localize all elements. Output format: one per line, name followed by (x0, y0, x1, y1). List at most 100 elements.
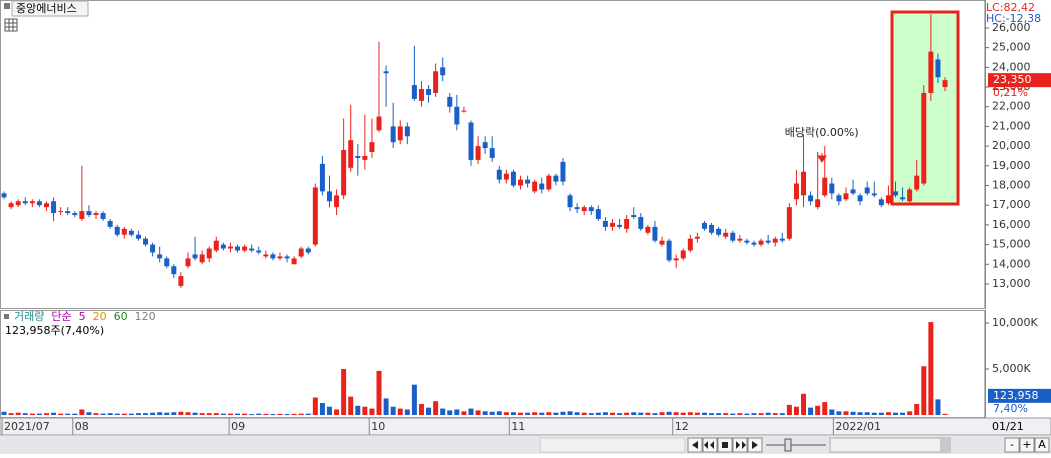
candle-body (652, 226, 658, 241)
candle-body (121, 228, 127, 235)
volume-bar (779, 413, 785, 415)
candle-body (8, 203, 14, 208)
y-tick-label: 19,000 (992, 159, 1031, 172)
candle-body (29, 201, 35, 204)
y-tick-label: 16,000 (992, 218, 1031, 231)
candle-body (291, 258, 297, 265)
candle-body (779, 238, 785, 241)
candle-body (433, 71, 439, 93)
volume-bar (716, 413, 722, 415)
x-tick-label: 2022/01 (835, 420, 881, 433)
candle-body (659, 240, 665, 245)
candle-body (277, 256, 283, 259)
volume-bar (624, 412, 630, 415)
candle-body (220, 244, 226, 249)
volume-bar (631, 412, 637, 415)
scrollbar[interactable] (829, 437, 951, 453)
y-tick-label: 26,000 (992, 21, 1031, 34)
volume-bar (213, 413, 219, 415)
candle-body (65, 211, 71, 214)
candle-body (751, 242, 757, 245)
volume-bar (659, 412, 665, 415)
candle-body (532, 181, 538, 192)
last-price-label: 23,350 (993, 73, 1032, 86)
volume-bar (914, 403, 920, 415)
volume-bar (79, 409, 85, 415)
candle-body (355, 155, 361, 158)
scrollbar-thumb[interactable] (940, 438, 950, 452)
candle-body (383, 71, 389, 74)
volume-bar (185, 412, 191, 415)
volume-bar (609, 412, 615, 415)
volume-bar (801, 393, 807, 415)
candle-body (213, 240, 219, 251)
candle-body (645, 226, 651, 233)
zoom-out-button[interactable] (1004, 437, 1020, 453)
volume-bar (418, 403, 424, 415)
candle-body (362, 155, 368, 160)
candle-body (51, 201, 57, 214)
volume-bar (107, 413, 113, 415)
status-area (539, 437, 686, 453)
volume-bar (638, 412, 644, 415)
grid-icon[interactable] (4, 18, 18, 32)
legend-entry: 단순 (51, 310, 71, 323)
volume-bar (8, 413, 14, 415)
volume-bar (86, 412, 92, 415)
volume-bar (567, 411, 573, 415)
font-button[interactable] (1034, 437, 1050, 453)
candle-body (801, 171, 807, 196)
font-label: A (1038, 438, 1046, 451)
y-tick-label: 10,000K (992, 316, 1038, 329)
volume-bar (709, 413, 715, 415)
candle-body (815, 199, 821, 208)
legend-entry: 5 (79, 310, 86, 323)
legend-entry: 120 (135, 310, 156, 323)
icon (692, 441, 698, 449)
volume-bar (263, 413, 269, 415)
grid-icon-lines (5, 19, 17, 31)
title-box[interactable] (11, 0, 89, 17)
volume-current: 123,958주(7,40%) (5, 324, 104, 337)
y-tick-label: 15,000 (992, 238, 1031, 251)
volume-bar (829, 409, 835, 415)
volume-bar (539, 412, 545, 415)
volume-bar (694, 412, 700, 415)
y-tick-label: 24,000 (992, 60, 1031, 73)
icon (752, 441, 758, 449)
candle-body (334, 195, 340, 208)
volume-bar (510, 412, 516, 415)
candle-body (730, 232, 736, 241)
volume-bar (135, 413, 141, 415)
candle-body (709, 224, 715, 233)
candle-body (765, 240, 771, 243)
candle-body (666, 240, 672, 261)
candle-body (72, 213, 78, 216)
candle-body (447, 96, 453, 107)
volume-bar (892, 412, 898, 415)
volume-bar (256, 413, 262, 415)
volume-bar (72, 413, 78, 415)
volume-bar (836, 411, 842, 415)
volume-bar (468, 408, 474, 415)
zoom-in-button[interactable] (1019, 437, 1035, 453)
candle-body (496, 169, 502, 180)
candle-body (921, 92, 927, 184)
volume-bar (885, 412, 891, 415)
candle-body (426, 89, 432, 95)
volume-bar (772, 413, 778, 415)
volume-bar (51, 412, 57, 415)
candle-body (885, 195, 891, 204)
legend-entry: 60 (114, 310, 128, 323)
volume-bar (666, 411, 672, 415)
y-tick-label: 5,000K (992, 362, 1031, 375)
candle-body (468, 122, 474, 160)
volume-bar (525, 412, 531, 415)
volume-bar (65, 413, 71, 415)
x-tick-label: 12 (675, 420, 689, 433)
zoom-thumb[interactable] (784, 438, 792, 452)
volume-bar (22, 413, 28, 415)
volume-bar (143, 413, 149, 415)
volume-bar (617, 413, 623, 415)
